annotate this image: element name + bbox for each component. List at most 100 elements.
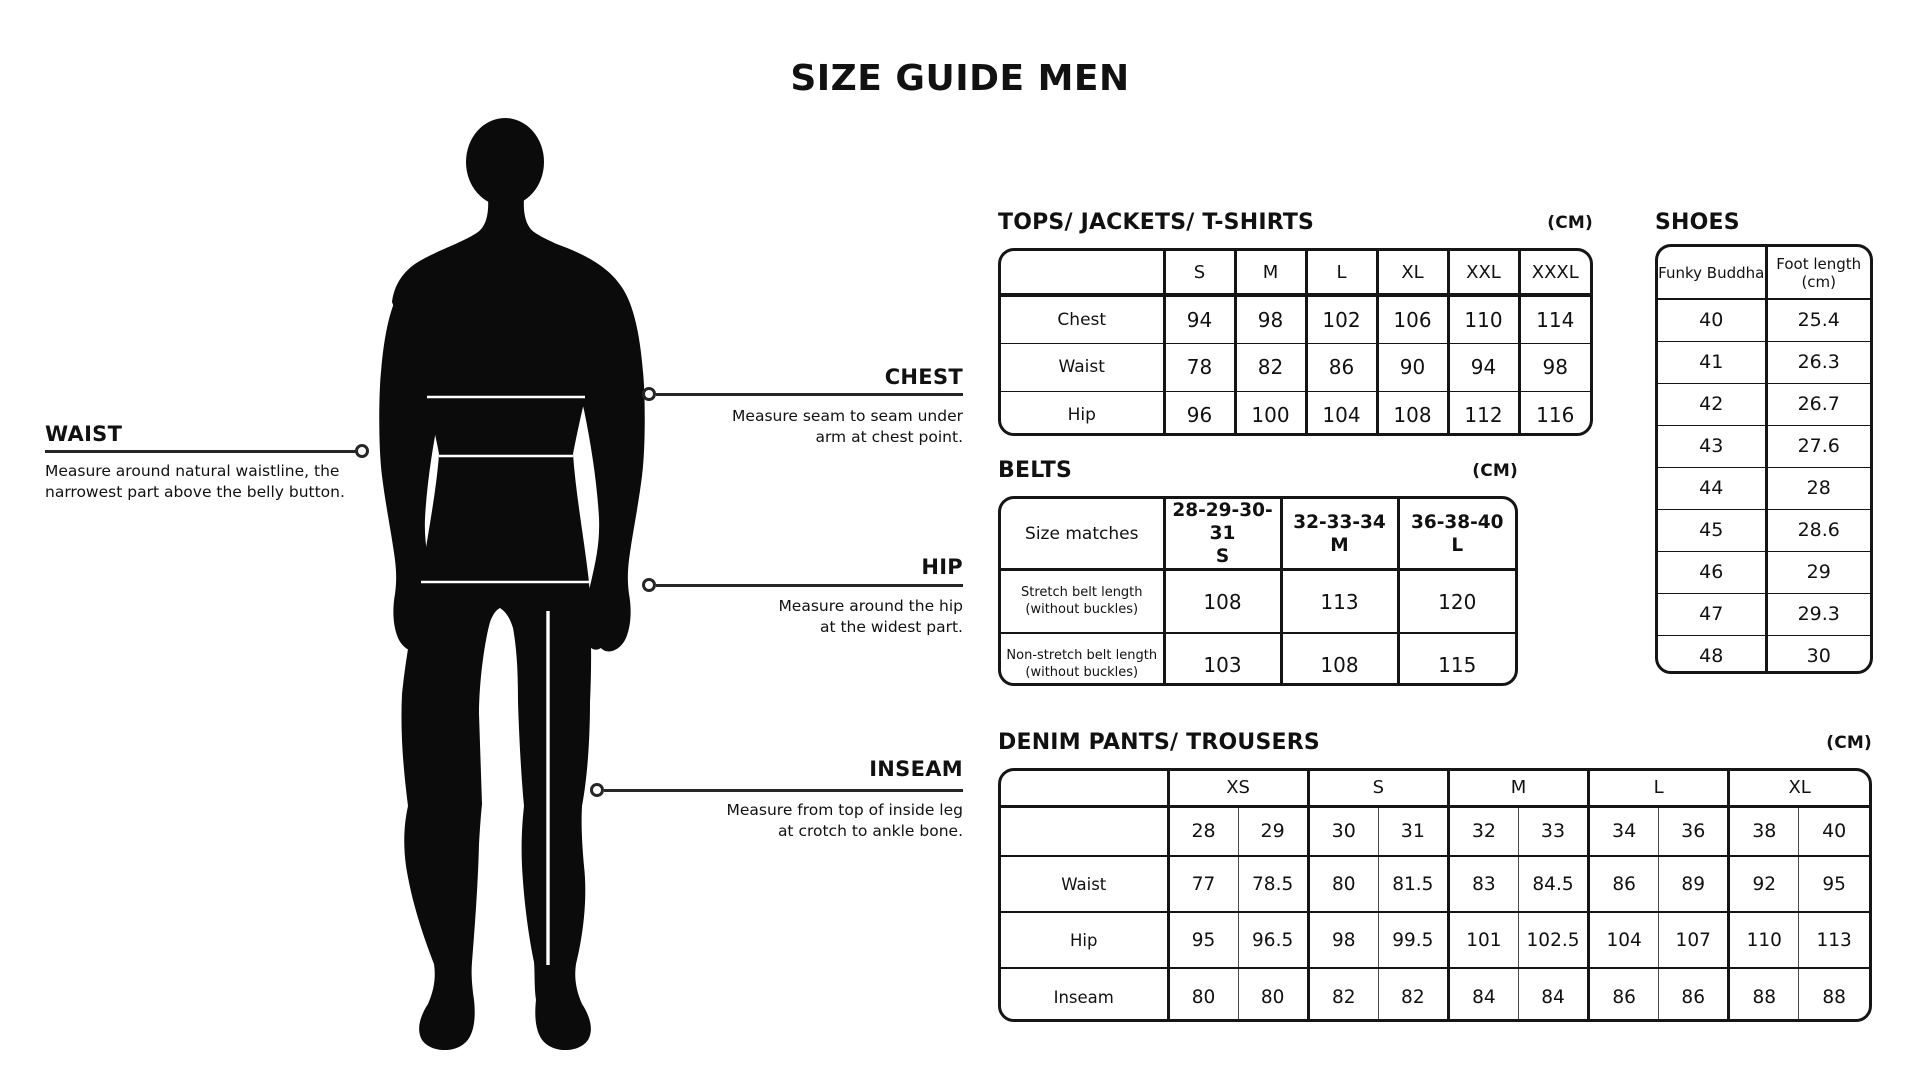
size-value-cell: 82 bbox=[1233, 342, 1306, 391]
foot-length-cell: 26.7 bbox=[1764, 382, 1870, 425]
denim-value-cell: 107 bbox=[1658, 911, 1729, 968]
chest-callout-label: CHEST bbox=[884, 365, 963, 389]
denim-value-cell: 82 bbox=[1306, 967, 1379, 1019]
hip-callout-label: HIP bbox=[921, 555, 963, 579]
size-value-cell: 108 bbox=[1375, 390, 1448, 433]
denim-value-cell: 99.5 bbox=[1377, 911, 1449, 968]
belts-nonstretch-row: Non-stretch belt length (without buckles… bbox=[1001, 631, 1515, 683]
chest-callout-description: Measure seam to seam under arm at chest … bbox=[732, 407, 963, 446]
denim-value-cell: 86 bbox=[1587, 967, 1659, 1019]
waist-size-header: 31 bbox=[1377, 804, 1449, 856]
denim-value-cell: 84.5 bbox=[1517, 855, 1589, 912]
waist-size-header: 29 bbox=[1237, 804, 1309, 856]
denim-value-cell: 77 bbox=[1166, 855, 1239, 912]
shoes-brand-col-header: Funky Buddha bbox=[1658, 247, 1766, 300]
waist-callout-line bbox=[45, 450, 357, 453]
size-group-header: L bbox=[1587, 771, 1729, 806]
size-value-cell: 98 bbox=[1233, 294, 1306, 343]
foot-length-cell: 27.6 bbox=[1764, 424, 1870, 467]
waist-size-header: 40 bbox=[1798, 804, 1869, 856]
right-arm-silhouette bbox=[536, 238, 645, 652]
waist-size-header: 28 bbox=[1166, 804, 1239, 856]
shoe-size-cell: 47 bbox=[1658, 592, 1766, 635]
denim-value-cell: 89 bbox=[1658, 855, 1729, 912]
denim-size-group-row: XS S M L XL bbox=[1001, 771, 1869, 806]
hip-callout-description: Measure around the hip at the widest par… bbox=[778, 597, 963, 636]
belts-table-header: BELTS (CM) bbox=[998, 458, 1518, 483]
shoes-table-header: SHOES bbox=[1655, 210, 1873, 235]
measure-row-label: Chest bbox=[1001, 294, 1164, 343]
foot-length-cell: 29.3 bbox=[1764, 592, 1870, 635]
tops-unit-label: (CM) bbox=[1547, 213, 1593, 233]
tops-table-title: TOPS/ JACKETS/ T-SHIRTS bbox=[998, 210, 1315, 235]
denim-table-title: DENIM PANTS/ TROUSERS bbox=[998, 730, 1320, 755]
size-value-cell: 114 bbox=[1517, 294, 1590, 343]
denim-value-cell: 80 bbox=[1166, 967, 1239, 1019]
hip-callout-line bbox=[656, 584, 963, 587]
denim-value-cell: 84 bbox=[1446, 967, 1519, 1019]
shoes-header-row: Funky Buddha Foot length (cm) bbox=[1658, 247, 1870, 300]
shoes-row: 41 26.3 bbox=[1658, 340, 1870, 383]
foot-length-cell: 28.6 bbox=[1764, 508, 1870, 551]
foot-length-cell: 29 bbox=[1764, 550, 1870, 593]
shoes-table-title: SHOES bbox=[1655, 210, 1740, 235]
belts-table-title: BELTS bbox=[998, 458, 1073, 483]
size-value-cell: 90 bbox=[1375, 342, 1448, 391]
denim-value-cell: 86 bbox=[1658, 967, 1729, 1019]
belt-length-cell: 103 bbox=[1162, 631, 1281, 683]
shoe-size-cell: 48 bbox=[1658, 634, 1766, 671]
belt-length-cell: 113 bbox=[1279, 568, 1398, 633]
size-value-cell: 102 bbox=[1304, 294, 1377, 343]
shoe-size-cell: 46 bbox=[1658, 550, 1766, 593]
tops-table: S M L XL XXL XXXL Chest 94 98 102 106 11… bbox=[998, 248, 1593, 436]
size-col-header: XXL bbox=[1446, 251, 1519, 297]
tops-hip-row: Hip 96 100 104 108 112 116 bbox=[1001, 390, 1590, 433]
denim-corner-cell bbox=[1001, 771, 1168, 806]
size-value-cell: 86 bbox=[1304, 342, 1377, 391]
belt-size-header: 32-33-34 M bbox=[1279, 499, 1398, 572]
belts-stretch-row: Stretch belt length (without buckles) 10… bbox=[1001, 568, 1515, 633]
waist-size-header: 36 bbox=[1658, 804, 1729, 856]
tops-size-header-row: S M L XL XXL XXXL bbox=[1001, 251, 1590, 297]
head-silhouette bbox=[466, 118, 544, 206]
belts-table: Size matches 28-29-30-31 S 32-33-34 M 36… bbox=[998, 496, 1518, 686]
foot-length-cell: 28 bbox=[1764, 466, 1870, 509]
denim-table-header: DENIM PANTS/ TROUSERS (CM) bbox=[998, 730, 1872, 755]
size-value-cell: 94 bbox=[1162, 294, 1235, 343]
foot-length-cell: 30 bbox=[1764, 634, 1870, 671]
tops-corner-cell bbox=[1001, 251, 1164, 297]
denim-value-cell: 98 bbox=[1306, 911, 1379, 968]
shoe-size-cell: 42 bbox=[1658, 382, 1766, 425]
waist-size-header: 32 bbox=[1446, 804, 1519, 856]
belt-length-cell: 108 bbox=[1279, 631, 1398, 683]
measure-row-label: Waist bbox=[1001, 342, 1164, 391]
denim-value-cell: 78.5 bbox=[1237, 855, 1309, 912]
belt-length-cell: 108 bbox=[1162, 568, 1281, 633]
waist-callout-label: WAIST bbox=[45, 422, 123, 446]
shoe-size-cell: 41 bbox=[1658, 340, 1766, 383]
belt-length-cell: 115 bbox=[1396, 631, 1515, 683]
size-value-cell: 112 bbox=[1446, 390, 1519, 433]
denim-inseam-row: Inseam 80 80 82 82 84 84 86 86 88 88 bbox=[1001, 967, 1869, 1019]
size-col-header: L bbox=[1304, 251, 1377, 297]
size-value-cell: 110 bbox=[1446, 294, 1519, 343]
inseam-callout-dot bbox=[590, 783, 604, 797]
belt-row-label: Non-stretch belt length (without buckles… bbox=[1001, 631, 1164, 683]
belt-length-cell: 120 bbox=[1396, 568, 1515, 633]
shoes-row: 45 28.6 bbox=[1658, 508, 1870, 551]
size-group-header: M bbox=[1446, 771, 1589, 806]
denim-value-cell: 84 bbox=[1517, 967, 1589, 1019]
chest-callout-dot bbox=[642, 387, 656, 401]
denim-value-cell: 81.5 bbox=[1377, 855, 1449, 912]
belts-header-row: Size matches 28-29-30-31 S 32-33-34 M 36… bbox=[1001, 499, 1515, 572]
size-col-header: XXXL bbox=[1517, 251, 1590, 297]
size-value-cell: 116 bbox=[1517, 390, 1590, 433]
size-col-header: S bbox=[1162, 251, 1235, 297]
shoes-row: 48 30 bbox=[1658, 634, 1870, 671]
tops-waist-row: Waist 78 82 86 90 94 98 bbox=[1001, 342, 1590, 391]
denim-value-cell: 104 bbox=[1587, 911, 1659, 968]
belt-size-header: 28-29-30-31 S bbox=[1162, 499, 1281, 572]
page-title: SIZE GUIDE MEN bbox=[790, 58, 1130, 99]
denim-value-cell: 83 bbox=[1446, 855, 1519, 912]
denim-value-cell: 92 bbox=[1727, 855, 1799, 912]
